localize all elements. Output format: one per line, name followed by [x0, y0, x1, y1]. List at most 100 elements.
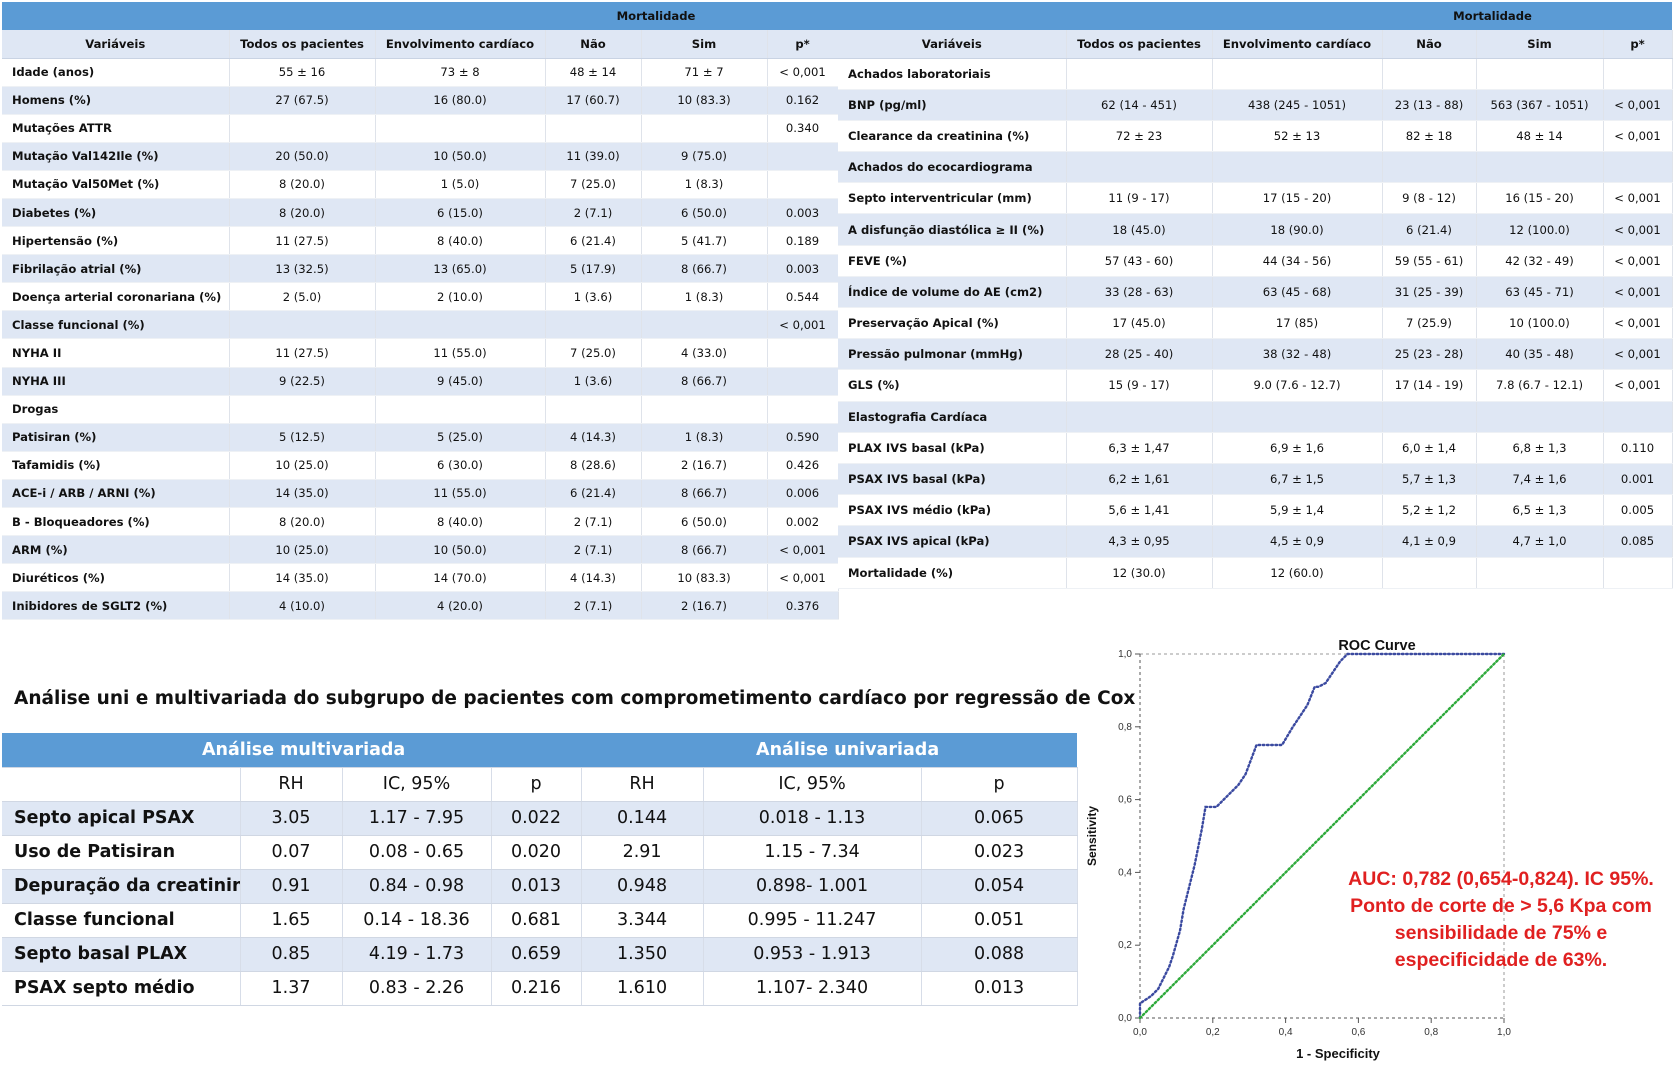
- table-cell: 1 (3.6): [545, 367, 642, 396]
- table-cell: 11 (27.5): [229, 338, 376, 368]
- row-label: Achados laboratoriais: [838, 58, 1067, 90]
- table-row: Pressão pulmonar (mmHg) 28 (25 - 40) 38 (3…: [838, 338, 1673, 371]
- table-cell: 0.051: [921, 903, 1078, 938]
- reference-diagonal-line: [1138, 652, 1506, 1020]
- table-row: Septo interventricular (mm) 11 (9 - 17) 17…: [838, 182, 1673, 215]
- table-cell: [1603, 151, 1673, 184]
- table-cell: 0.065: [921, 801, 1078, 836]
- table-cell: [1476, 401, 1604, 433]
- row-label: Classe funcional: [2, 903, 241, 938]
- table-cell: < 0,001: [1603, 338, 1673, 371]
- row-label: Diuréticos (%): [2, 563, 230, 593]
- table-cell: 8 (66.7): [641, 479, 768, 509]
- table-cell: 4 (10.0): [229, 591, 376, 621]
- row-label: NYHA II: [2, 338, 230, 368]
- y-tick-label: 0,0: [1118, 1013, 1132, 1024]
- table-cell: 0.216: [491, 971, 582, 1006]
- table-cell: 9 (8 - 12): [1382, 182, 1477, 215]
- table-cell: 0.013: [491, 869, 582, 904]
- table-cell: 0.14 - 18.36: [342, 903, 492, 938]
- table-cell: 62 (14 - 451): [1066, 89, 1213, 121]
- table-cell: 8 (66.7): [641, 254, 768, 284]
- roc-annotation-line: Ponto de corte de > 5,6 Kpa com: [1350, 895, 1652, 917]
- table-cell: 12 (100.0): [1476, 213, 1604, 246]
- band-spacer: [1603, 2, 1673, 30]
- y-tick-label: 0,6: [1118, 795, 1132, 806]
- table-cell: 1 (8.3): [641, 170, 768, 199]
- table-cell: 0.340: [767, 114, 839, 143]
- table-cell: 3.05: [240, 801, 343, 836]
- table-row: PLAX IVS basal (kPa) 6,3 ± 1,47 6,9 ± 1,6 6…: [838, 432, 1673, 464]
- table-cell: 44 (34 - 56): [1212, 245, 1383, 277]
- table-cell: 12 (30.0): [1066, 557, 1213, 589]
- table-cell: 10 (83.3): [641, 86, 768, 115]
- table-cell: < 0,001: [1603, 182, 1673, 215]
- table-cell: 5,7 ± 1,3: [1382, 463, 1477, 496]
- table-cell: 31 (25 - 39): [1382, 276, 1477, 309]
- table-row: Drogas: [2, 395, 839, 424]
- table-cell: 6,7 ± 1,5: [1212, 463, 1383, 496]
- table-cell: 14 (35.0): [229, 479, 376, 509]
- row-label: Mutação Val142Ile (%): [2, 142, 230, 171]
- roc-annotation-line: sensibilidade de 75% e: [1394, 922, 1608, 944]
- row-label: Hipertensão (%): [2, 226, 230, 256]
- table-cell: 0.002: [767, 507, 839, 537]
- x-axis-label: 1 - Specificity: [1296, 1046, 1381, 1061]
- table-cell: 10 (100.0): [1476, 307, 1604, 340]
- table-cell: 9 (22.5): [229, 367, 376, 396]
- table-cell: 2 (7.1): [545, 535, 642, 565]
- table-cell: 13 (65.0): [375, 254, 546, 284]
- table-cell: 3.344: [581, 903, 704, 938]
- table-cell: < 0,001: [1603, 120, 1673, 153]
- y-axis-label: Sensitivity: [1085, 806, 1099, 866]
- row-label: Inibidores de SGLT2 (%): [2, 591, 230, 621]
- table-row: PSAX septo médio 1.37 0.83 - 2.26 0.216 1.61…: [2, 971, 1078, 1006]
- table-row: PSAX IVS basal (kPa) 6,2 ± 1,61 6,7 ± 1,5 5…: [838, 463, 1673, 496]
- x-tick-label: 0,8: [1424, 1027, 1438, 1038]
- table-cell: [1603, 557, 1673, 589]
- row-label: GLS (%): [838, 369, 1067, 402]
- row-label: Mutação Val50Met (%): [2, 170, 230, 199]
- table-cell: 11 (55.0): [375, 479, 546, 509]
- row-label: Classe funcional (%): [2, 310, 230, 340]
- table-cell: [1603, 58, 1673, 90]
- table-cell: 17 (85): [1212, 307, 1383, 340]
- table-row: ARM (%) 10 (25.0) 10 (50.0) 2 (7.1) 8 (66.7)…: [2, 535, 839, 565]
- table-row: Mutações ATTR 0.340: [2, 114, 839, 143]
- cox-band-row: Análise multivariada Análise univariada: [2, 733, 1078, 768]
- table-cell: 40 (35 - 48): [1476, 338, 1604, 371]
- row-label: ARM (%): [2, 535, 230, 565]
- table-cell: 4,7 ± 1,0: [1476, 525, 1604, 558]
- table-cell: [641, 310, 768, 340]
- table-cell: 17 (14 - 19): [1382, 369, 1477, 402]
- table-cell: 7 (25.0): [545, 338, 642, 368]
- table-cell: 0.84 - 0.98: [342, 869, 492, 904]
- table-cell: 48 ± 14: [545, 58, 642, 87]
- table-cell: < 0,001: [1603, 213, 1673, 246]
- table-cell: 6,5 ± 1,3: [1476, 494, 1604, 527]
- table-cell: 0.003: [767, 254, 839, 284]
- table-cell: 10 (25.0): [229, 535, 376, 565]
- table-cell: 8 (66.7): [641, 367, 768, 396]
- row-label: A disfunção diastólica ≥ II (%): [838, 213, 1067, 246]
- table-cell: 0.995 - 11.247: [703, 903, 922, 938]
- table-cell: 4 (33.0): [641, 338, 768, 368]
- table-cell: 6,8 ± 1,3: [1476, 432, 1604, 464]
- row-label: Drogas: [2, 395, 230, 424]
- group-label: Mortalidade: [545, 2, 768, 30]
- table-cell: 6 (21.4): [1382, 213, 1477, 246]
- table-cell: 4,3 ± 0,95: [1066, 525, 1213, 558]
- table-cell: 0.023: [921, 835, 1078, 870]
- table-cell: 2.91: [581, 835, 704, 870]
- table-row: Preservação Apical (%) 17 (45.0) 17 (85) 7 …: [838, 307, 1673, 340]
- table-cell: < 0,001: [767, 563, 839, 593]
- band-spacer: [1212, 2, 1382, 30]
- column-header: [2, 767, 241, 802]
- table-row: Diuréticos (%) 14 (35.0) 14 (70.0) 4 (14.3)…: [2, 563, 839, 593]
- table-cell: [229, 395, 376, 424]
- table-cell: [641, 395, 768, 424]
- table-cell: 1.17 - 7.95: [342, 801, 492, 836]
- row-label: Elastografia Cardíaca: [838, 401, 1067, 433]
- table-cell: [767, 142, 839, 171]
- table-cell: 63 (45 - 68): [1212, 276, 1383, 309]
